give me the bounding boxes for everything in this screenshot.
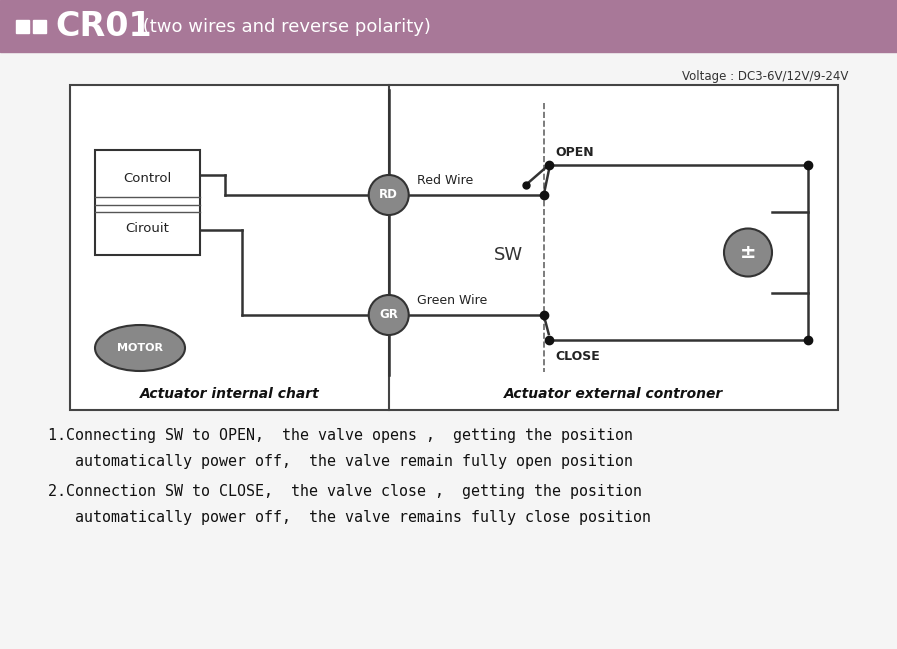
- Text: ±: ±: [740, 243, 756, 262]
- Text: Cirouit: Cirouit: [126, 222, 170, 235]
- Text: Voltage : DC3-6V/12V/9-24V: Voltage : DC3-6V/12V/9-24V: [682, 70, 848, 83]
- Text: Actuator external controner: Actuator external controner: [504, 387, 723, 401]
- Bar: [33, 19, 46, 32]
- Ellipse shape: [95, 325, 185, 371]
- Text: automatically power off,  the valve remains fully close position: automatically power off, the valve remai…: [48, 510, 651, 525]
- Bar: [0, 0, 897, 52]
- Text: Red Wire: Red Wire: [417, 175, 473, 188]
- Text: 1.Connecting SW to OPEN,  the valve opens ,  getting the position: 1.Connecting SW to OPEN, the valve opens…: [48, 428, 633, 443]
- Text: CR01: CR01: [55, 10, 152, 42]
- Text: Control: Control: [124, 172, 171, 185]
- Ellipse shape: [369, 175, 409, 215]
- Text: OPEN: OPEN: [556, 147, 595, 160]
- Ellipse shape: [369, 295, 409, 335]
- Text: SW: SW: [494, 246, 523, 264]
- Bar: [16, 19, 29, 32]
- Text: automatically power off,  the valve remain fully open position: automatically power off, the valve remai…: [48, 454, 633, 469]
- Text: GR: GR: [379, 308, 398, 321]
- Text: 2.Connection SW to CLOSE,  the valve close ,  getting the position: 2.Connection SW to CLOSE, the valve clos…: [48, 484, 642, 499]
- Text: Green Wire: Green Wire: [417, 295, 487, 308]
- Text: CLOSE: CLOSE: [556, 350, 600, 363]
- Text: (two wires and reverse polarity): (two wires and reverse polarity): [137, 18, 431, 36]
- Text: MOTOR: MOTOR: [117, 343, 163, 353]
- Text: RD: RD: [379, 188, 398, 201]
- Bar: [95, 150, 200, 255]
- Bar: [70, 85, 838, 410]
- Text: Actuator internal chart: Actuator internal chart: [140, 387, 319, 401]
- Ellipse shape: [724, 228, 772, 276]
